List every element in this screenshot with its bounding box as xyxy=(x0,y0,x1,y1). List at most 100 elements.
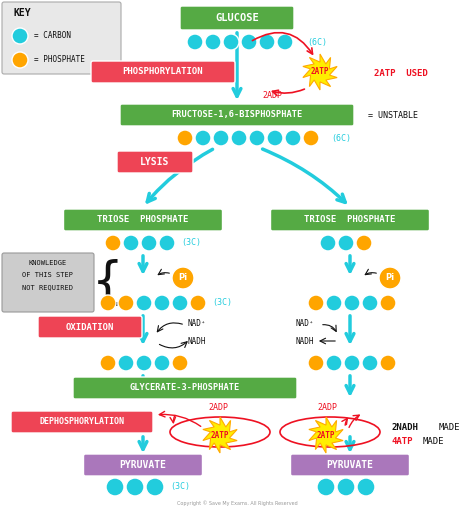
Circle shape xyxy=(303,130,319,146)
Text: DEPHOSPHORYLATION: DEPHOSPHORYLATION xyxy=(39,417,125,426)
Circle shape xyxy=(249,130,265,146)
FancyBboxPatch shape xyxy=(91,61,235,83)
Circle shape xyxy=(308,295,324,311)
Circle shape xyxy=(190,295,206,311)
Circle shape xyxy=(106,478,124,496)
Text: GLUCOSE: GLUCOSE xyxy=(215,13,259,23)
Text: 2ATP: 2ATP xyxy=(317,430,335,440)
Text: NADH: NADH xyxy=(188,337,207,345)
Text: = PHOSPHATE: = PHOSPHATE xyxy=(34,55,85,64)
Circle shape xyxy=(105,235,121,251)
Circle shape xyxy=(154,295,170,311)
Polygon shape xyxy=(203,417,237,453)
Circle shape xyxy=(141,235,157,251)
FancyBboxPatch shape xyxy=(2,2,121,74)
Circle shape xyxy=(356,235,372,251)
Circle shape xyxy=(123,235,139,251)
Text: LYSIS: LYSIS xyxy=(140,157,170,167)
Circle shape xyxy=(223,34,239,50)
Text: 2ADP: 2ADP xyxy=(208,403,228,412)
Circle shape xyxy=(231,130,247,146)
Circle shape xyxy=(357,478,375,496)
Text: 2ATP: 2ATP xyxy=(211,430,229,440)
Text: GLYCERATE-3-PHOSPHATE: GLYCERATE-3-PHOSPHATE xyxy=(130,383,240,392)
Text: TRIOSE  PHOSPHATE: TRIOSE PHOSPHATE xyxy=(97,215,189,225)
FancyBboxPatch shape xyxy=(11,411,153,433)
FancyBboxPatch shape xyxy=(120,104,354,126)
Text: PYRUVATE: PYRUVATE xyxy=(327,460,374,470)
Circle shape xyxy=(326,295,342,311)
Circle shape xyxy=(136,295,152,311)
Text: {: { xyxy=(92,258,124,306)
FancyBboxPatch shape xyxy=(180,6,294,30)
Text: (3C): (3C) xyxy=(170,483,190,491)
Circle shape xyxy=(100,295,116,311)
Text: MADE: MADE xyxy=(423,438,445,447)
FancyBboxPatch shape xyxy=(117,151,193,173)
Circle shape xyxy=(241,34,257,50)
Text: (6C): (6C) xyxy=(307,38,327,47)
Text: 2ADP: 2ADP xyxy=(317,403,337,412)
Text: Pi: Pi xyxy=(178,273,188,282)
Text: KEY: KEY xyxy=(14,8,32,18)
Circle shape xyxy=(159,235,175,251)
Circle shape xyxy=(380,355,396,371)
Text: PYRUVATE: PYRUVATE xyxy=(119,460,166,470)
FancyBboxPatch shape xyxy=(2,253,94,312)
Text: Copyright © Save My Exams. All Rights Reserved: Copyright © Save My Exams. All Rights Re… xyxy=(177,500,297,506)
Text: 4ATP: 4ATP xyxy=(392,438,413,447)
Circle shape xyxy=(172,355,188,371)
Circle shape xyxy=(118,295,134,311)
Text: (3C): (3C) xyxy=(181,238,201,247)
Text: Pi: Pi xyxy=(385,273,394,282)
Circle shape xyxy=(12,28,28,44)
Circle shape xyxy=(362,355,378,371)
Circle shape xyxy=(172,267,194,289)
Circle shape xyxy=(338,235,354,251)
Text: NADH: NADH xyxy=(296,337,315,345)
Circle shape xyxy=(344,295,360,311)
FancyBboxPatch shape xyxy=(64,209,222,231)
Text: = UNSTABLE: = UNSTABLE xyxy=(368,111,418,120)
Circle shape xyxy=(146,478,164,496)
FancyBboxPatch shape xyxy=(271,209,429,231)
Text: 2NADH: 2NADH xyxy=(392,423,419,432)
Circle shape xyxy=(136,355,152,371)
Circle shape xyxy=(100,355,116,371)
Text: OF THIS STEP: OF THIS STEP xyxy=(22,272,73,278)
Text: 2ADP: 2ADP xyxy=(262,91,282,100)
Circle shape xyxy=(172,295,188,311)
Circle shape xyxy=(337,478,355,496)
Text: (6C): (6C) xyxy=(331,133,351,142)
FancyBboxPatch shape xyxy=(83,454,202,476)
Text: PHOSPHORYLATION: PHOSPHORYLATION xyxy=(123,67,203,77)
Polygon shape xyxy=(309,417,343,453)
Circle shape xyxy=(308,355,324,371)
Circle shape xyxy=(380,295,396,311)
FancyBboxPatch shape xyxy=(38,316,142,338)
Circle shape xyxy=(187,34,203,50)
Text: TRIOSE  PHOSPHATE: TRIOSE PHOSPHATE xyxy=(304,215,396,225)
Text: 2ATP: 2ATP xyxy=(311,67,329,77)
Circle shape xyxy=(205,34,221,50)
Circle shape xyxy=(362,295,378,311)
Circle shape xyxy=(213,130,229,146)
Polygon shape xyxy=(303,54,337,90)
Circle shape xyxy=(126,478,144,496)
Circle shape xyxy=(267,130,283,146)
Text: MADE: MADE xyxy=(439,423,461,432)
Text: NAD⁺: NAD⁺ xyxy=(188,318,207,328)
Circle shape xyxy=(379,267,401,289)
Circle shape xyxy=(12,52,28,68)
Circle shape xyxy=(320,235,336,251)
Circle shape xyxy=(344,355,360,371)
Circle shape xyxy=(195,130,211,146)
Text: FRUCTOSE-1,6-BISPHOSPHATE: FRUCTOSE-1,6-BISPHOSPHATE xyxy=(172,111,302,120)
FancyBboxPatch shape xyxy=(73,377,297,399)
Text: OXIDATION: OXIDATION xyxy=(66,322,114,332)
Circle shape xyxy=(285,130,301,146)
Text: = CARBON: = CARBON xyxy=(34,31,71,41)
Text: NOT REQUIRED: NOT REQUIRED xyxy=(22,284,73,290)
Circle shape xyxy=(326,355,342,371)
Circle shape xyxy=(277,34,293,50)
